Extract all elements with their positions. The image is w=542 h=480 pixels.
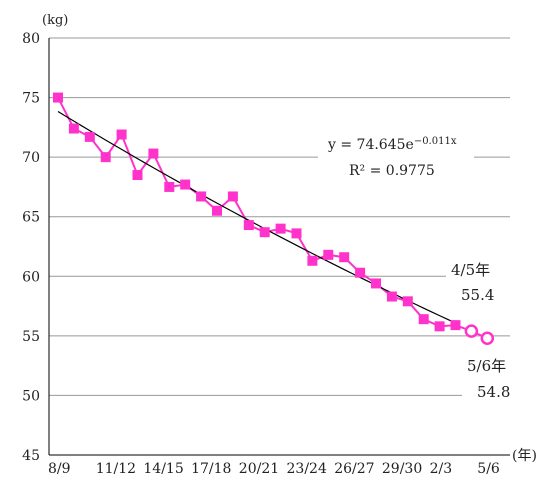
y-tick-label: 75	[22, 91, 40, 107]
data-point	[450, 320, 461, 331]
y-tick-label: 50	[22, 388, 40, 404]
x-tick-label: 8/9	[48, 461, 71, 477]
data-point	[212, 205, 222, 216]
data-point	[196, 191, 207, 202]
x-tick-label: 17/18	[191, 461, 231, 477]
annotation-4-5-background	[446, 250, 518, 304]
annotation-5-6-value: 54.8	[477, 383, 510, 401]
data-point	[291, 228, 302, 239]
annotation-5-6-label: 5/6年	[467, 357, 506, 375]
data-point	[227, 191, 238, 202]
data-point	[148, 148, 159, 159]
y-tick-label: 70	[22, 150, 40, 166]
data-point-recent	[464, 324, 479, 338]
data-point	[275, 223, 286, 234]
x-tick-label: 20/21	[239, 461, 279, 477]
y-tick-labels: 45 50 55 60 65 70 75 80	[22, 31, 40, 464]
annotation-4-5-value: 55.4	[461, 286, 494, 304]
data-point	[434, 321, 445, 332]
series-layer	[53, 92, 495, 345]
grid-lines	[49, 37, 510, 396]
equation-box: y = 74.645e−0.011x R² = 0.9775	[318, 130, 474, 182]
equation-background	[318, 130, 474, 182]
data-point	[402, 296, 413, 307]
data-point	[53, 92, 63, 103]
annotation-5-6: 5/6年 54.8	[462, 350, 524, 404]
x-tick-label: 11/12	[96, 461, 136, 477]
data-point	[259, 227, 270, 238]
y-unit-label: (kg)	[42, 13, 68, 28]
data-point	[116, 129, 127, 140]
x-tick-label: 5/6	[477, 461, 500, 477]
x-tick-label: 29/30	[382, 461, 422, 477]
x-tick-labels: 8/9 11/12 14/15 17/18 20/21 23/24 26/27 29/30 2/…	[48, 461, 500, 477]
data-point	[323, 249, 334, 260]
data-point	[132, 170, 143, 181]
annotation-5-6-background	[462, 350, 524, 404]
equation-prefix: y = 74.645e	[327, 137, 414, 153]
data-point	[418, 314, 429, 325]
data-point	[371, 278, 381, 289]
y-tick-label: 45	[22, 448, 40, 464]
data-point	[180, 179, 191, 190]
data-point	[164, 181, 175, 192]
r-squared-text: R² = 0.9775	[349, 163, 435, 179]
data-point	[100, 152, 111, 163]
data-point-recent	[480, 331, 495, 345]
data-point	[68, 123, 79, 134]
data-point	[84, 131, 95, 142]
data-point	[355, 267, 366, 278]
data-point	[243, 220, 254, 231]
equation-exponent: −0.011x	[414, 136, 457, 147]
x-tick-label: 2/3	[430, 461, 453, 477]
equation-text: y = 74.645e−0.011x	[327, 136, 457, 153]
annotation-4-5: 4/5年 55.4	[446, 250, 518, 304]
y-tick-label: 65	[22, 210, 40, 226]
y-tick-label: 60	[22, 269, 40, 285]
data-point	[386, 291, 397, 302]
data-point	[339, 252, 350, 263]
annotation-4-5-label: 4/5年	[451, 261, 490, 279]
x-unit-label: (年)	[512, 448, 537, 464]
y-tick-label: 55	[22, 329, 40, 345]
data-point	[307, 255, 318, 266]
y-tick-label: 80	[22, 31, 40, 47]
x-tick-label: 14/15	[143, 461, 183, 477]
x-tick-label: 23/24	[287, 461, 327, 477]
x-tick-label: 26/27	[334, 461, 374, 477]
